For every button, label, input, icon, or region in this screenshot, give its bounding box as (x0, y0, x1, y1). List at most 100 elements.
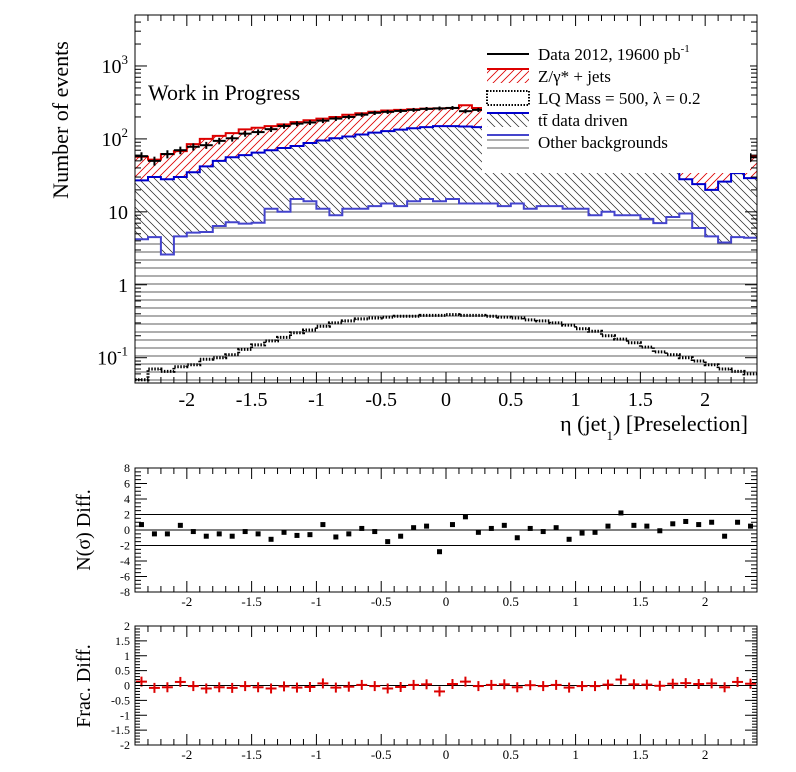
y-tick-label: 1 (124, 649, 130, 663)
x-tick-label: 1.5 (632, 747, 648, 762)
frac-point (239, 681, 251, 692)
frac-point (511, 682, 523, 693)
y-tick-label: 4 (124, 492, 130, 506)
main-y-axis: 10-1 1 10 102 103 (97, 14, 757, 381)
data-point (264, 126, 278, 133)
x-tick-label: 0 (443, 747, 450, 762)
x-tick-label: -1.5 (241, 747, 262, 762)
frac-point (304, 681, 316, 692)
frac-point (498, 679, 510, 690)
y-tick-label: -4 (120, 554, 130, 568)
y-tick-label: 103 (102, 52, 129, 78)
other-fill (135, 199, 757, 383)
frac-point (745, 678, 756, 689)
x-tick-label: 0.5 (503, 594, 519, 609)
data-point (277, 123, 291, 129)
x-tick-label: 2 (702, 594, 709, 609)
other-line (135, 198, 757, 256)
x-tick-label: -0.5 (365, 389, 397, 411)
frac-point (576, 681, 588, 692)
data-point (199, 141, 213, 149)
sigma-point (307, 532, 313, 538)
data-point (303, 120, 317, 126)
frac-point (706, 678, 718, 689)
frac-point (136, 676, 147, 687)
y-tick-label: -1 (120, 708, 130, 722)
data-point (147, 156, 161, 166)
sigma-point (268, 536, 274, 542)
frac-point (628, 679, 640, 690)
main-panel: 10-1 1 10 102 103 -2 -1.5 -1 -0.5 0 0.5 1 1.5 2 Work… (48, 14, 758, 443)
y-tick-label: 8 (124, 461, 130, 475)
x-tick-label: -2 (181, 747, 192, 762)
sigma-point (696, 522, 702, 528)
y-tick-label: -2 (120, 738, 130, 752)
data-point (316, 118, 330, 124)
data-point (251, 129, 265, 136)
y-tick-label: -0.5 (111, 693, 130, 707)
x-tick-label: -2 (181, 594, 192, 609)
main-x-axis: -2 -1.5 -1 -0.5 0 0.5 1 1.5 2 (134, 15, 758, 411)
x-tick-label: 1.5 (628, 389, 653, 411)
y-tick-label: 0.5 (115, 664, 130, 678)
frac-axes: 21.510.50-0.5-1-1.5-2-2 -1.5 -1 -0.5 0 0.5 1 1.… (111, 619, 758, 762)
y-tick-label: 0 (124, 523, 130, 537)
data-point (394, 108, 408, 114)
sigma-point (190, 529, 196, 535)
data-point (160, 150, 174, 159)
frac-point (537, 681, 549, 692)
frac-point (252, 682, 264, 693)
data-point (458, 109, 472, 114)
sigma-point (670, 521, 676, 527)
y-tick-label: 6 (124, 477, 130, 491)
sigma-point (138, 522, 144, 528)
data-point (173, 146, 187, 155)
sigma-point (164, 531, 170, 537)
main-annotation: Work in Progress (148, 80, 300, 105)
frac-point (395, 681, 407, 692)
x-tick-label: 0 (443, 594, 450, 609)
frac-point (226, 682, 238, 693)
frac-point (382, 683, 394, 694)
data-point (381, 109, 395, 114)
sigma-y-axis-title: N(σ) Diff. (73, 489, 95, 571)
y-tick-label: -1.5 (111, 723, 130, 737)
sigma-point (657, 528, 663, 534)
sigma-point (346, 531, 352, 537)
x-tick-label: 0 (441, 389, 451, 411)
x-tick-label: -1.5 (236, 389, 268, 411)
x-tick-label: -1 (311, 747, 322, 762)
x-tick-label: 1.5 (632, 594, 648, 609)
frac-point (667, 678, 679, 689)
frac-point (447, 679, 458, 690)
y-tick-label: 10 (108, 202, 128, 224)
sigma-point (605, 523, 611, 529)
data-point (212, 137, 226, 145)
y-tick-label: -2 (120, 539, 130, 553)
y-tick-label: 10-1 (97, 344, 128, 370)
sigma-point (320, 522, 326, 528)
x-tick-label: 2 (700, 389, 710, 411)
frac-point (732, 676, 744, 687)
frac-point (524, 680, 536, 691)
frac-point (641, 679, 653, 690)
sigma-point (424, 523, 430, 529)
data-point (420, 106, 434, 111)
main-histograms (135, 104, 757, 383)
frac-point (719, 682, 731, 693)
frac-point (434, 686, 445, 697)
sigma-point (722, 533, 728, 539)
data-point (238, 130, 252, 137)
x-title-eta: η (jet (560, 411, 606, 436)
legend-label: tt̄ data driven (538, 111, 628, 130)
data-point (186, 143, 200, 151)
x-tick-label: -1 (311, 594, 322, 609)
data-point (355, 112, 369, 117)
y-tick-label: 102 (102, 125, 129, 151)
sigma-point (333, 534, 339, 540)
signal-line (135, 313, 757, 382)
sigma-point (281, 529, 287, 535)
data-point (407, 107, 421, 112)
